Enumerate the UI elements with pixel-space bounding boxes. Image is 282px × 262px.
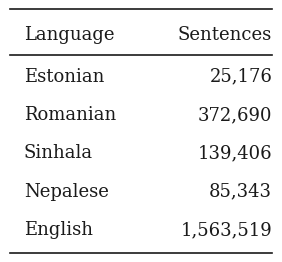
Text: 1,563,519: 1,563,519 [180, 221, 272, 239]
Text: 372,690: 372,690 [198, 106, 272, 124]
Text: Sentences: Sentences [178, 26, 272, 44]
Text: Sinhala: Sinhala [24, 144, 93, 162]
Text: 25,176: 25,176 [209, 68, 272, 86]
Text: Romanian: Romanian [24, 106, 116, 124]
Text: Language: Language [24, 26, 114, 44]
Text: Estonian: Estonian [24, 68, 104, 86]
Text: 139,406: 139,406 [198, 144, 272, 162]
Text: English: English [24, 221, 93, 239]
Text: 85,343: 85,343 [209, 183, 272, 201]
Text: Nepalese: Nepalese [24, 183, 109, 201]
